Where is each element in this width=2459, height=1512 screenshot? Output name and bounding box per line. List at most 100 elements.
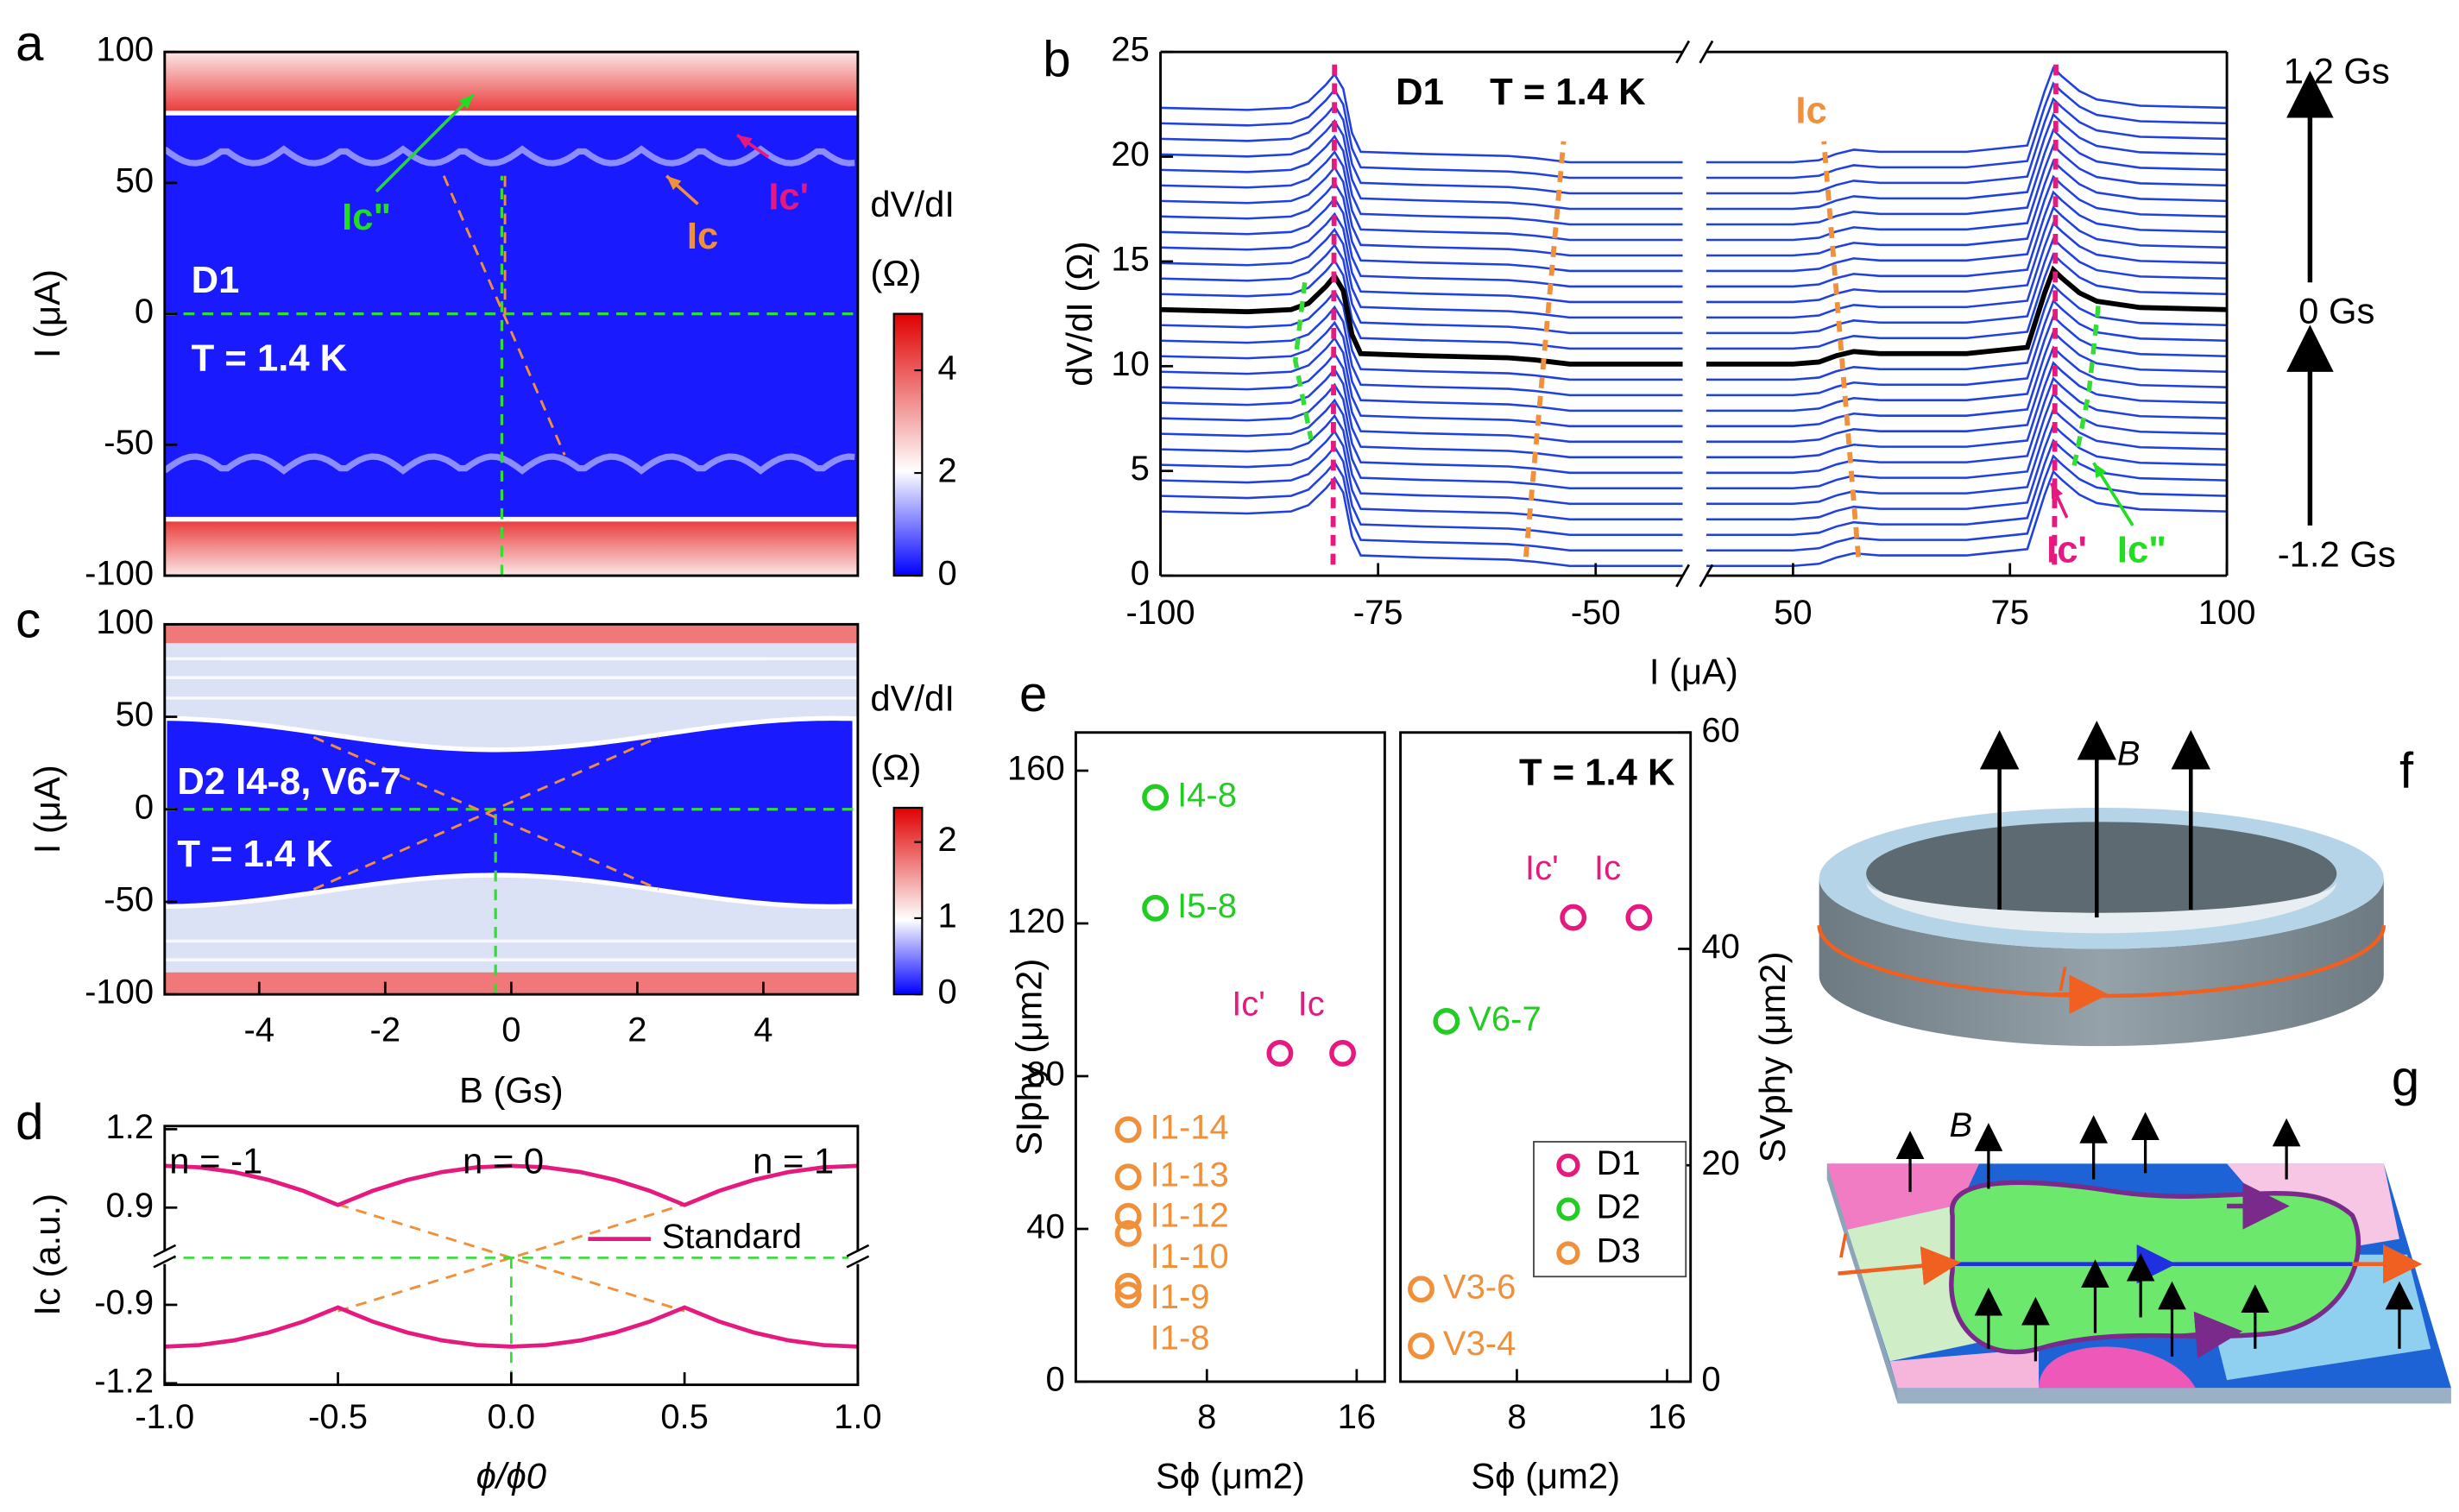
y-tick-label: -50 [104, 881, 154, 919]
y-tick-label: -1.2 [94, 1362, 154, 1400]
offset-curve [1706, 159, 2228, 257]
y-tick-label: 40 [1026, 1208, 1064, 1246]
offset-curve [1706, 112, 2228, 211]
panel-letter: g [2392, 1050, 2419, 1106]
offset-curve [1706, 330, 2228, 428]
offset-curve [1706, 454, 2228, 552]
annotation-arrowhead [2093, 463, 2107, 479]
y-tick-label: -100 [85, 973, 154, 1011]
axis-break [1699, 564, 1714, 588]
offset-curve [1160, 134, 1683, 226]
legend-swatch [1556, 1197, 1580, 1221]
offset-curve [1160, 382, 1683, 475]
point-label: V3-4 [1443, 1325, 1516, 1363]
offset-curve [1706, 221, 2228, 319]
offset-curve [1706, 392, 2228, 490]
x-tick-label: 75 [1991, 594, 2029, 632]
offset-curve [1706, 81, 2228, 180]
offset-curve [1160, 118, 1683, 211]
annotation: Ic" [342, 197, 391, 238]
plot-frame [1074, 731, 1386, 1383]
x-tick-label: -50 [1571, 594, 1621, 632]
film-edge [1897, 1388, 2451, 1404]
y-tick-label: 10 [1111, 345, 1149, 383]
offset-curve [1706, 345, 2228, 444]
offset-curve [1706, 423, 2228, 521]
axis-title: B (Gs) [459, 1070, 564, 1111]
y-tick-label: 20 [1701, 1144, 1739, 1182]
annotation: n = -1 [169, 1140, 262, 1181]
offset-curve [1706, 407, 2228, 506]
guide-line [1821, 141, 1861, 558]
legend-swatch [1556, 1153, 1580, 1177]
annotation-arrowhead [458, 94, 474, 110]
y-tick-label: 25 [1111, 31, 1149, 69]
y-tick-label: 160 [1007, 750, 1065, 788]
path-region [1949, 1180, 2361, 1355]
field-label: -1.2 Gs [2278, 533, 2396, 574]
ring-hole [1866, 822, 2337, 926]
point-label: I1-14 [1151, 1108, 1229, 1146]
offset-curve [1706, 66, 2228, 164]
curve [1160, 271, 1683, 367]
y-tick-label: 0 [135, 293, 154, 331]
annotation: Ic" [2117, 529, 2166, 570]
panel-letter: d [16, 1094, 43, 1150]
domain [2039, 1346, 2196, 1389]
offset-curve [1160, 351, 1683, 444]
annotation: D2 I4-8, V6-7 [177, 761, 400, 803]
offset-curve [1706, 376, 2228, 475]
offset-curve [1160, 258, 1683, 350]
offset-curve [1160, 103, 1683, 195]
point [1114, 1163, 1142, 1191]
y-tick-label: 100 [96, 31, 154, 69]
point [1625, 904, 1653, 931]
current-arrow [1838, 1246, 1962, 1286]
annotation: T = 1.4 K [177, 834, 333, 875]
annotation: D1 [1396, 72, 1444, 113]
panel-letter: f [2399, 743, 2414, 799]
guide-line [442, 175, 566, 456]
offset-curve [1160, 460, 1683, 552]
y-tick-label: 0 [1131, 555, 1150, 593]
chart-title: T = 1.4 K [1519, 752, 1675, 793]
point [1142, 894, 1170, 922]
heat-band [164, 520, 858, 576]
guide-line [312, 735, 659, 891]
annotation-arrowhead [2051, 482, 2063, 500]
guide-line [337, 1203, 685, 1313]
y-tick-label: 0 [1045, 1361, 1064, 1399]
heat-band [164, 624, 858, 644]
axis-title: Sϕ (μm2) [1471, 1456, 1620, 1496]
field-label: B [2117, 735, 2141, 773]
y-tick-label: 50 [116, 161, 154, 199]
x-tick-label: -0.5 [308, 1398, 368, 1436]
point [1114, 1202, 1142, 1230]
offset-curve [1160, 196, 1683, 288]
colorbar-title: dV/dI [870, 184, 955, 224]
point-label: I1-8 [1151, 1319, 1210, 1357]
point-label: I1-10 [1151, 1238, 1229, 1276]
curve [164, 1305, 858, 1349]
x-tick-label: 50 [1774, 594, 1812, 632]
legend-label: D2 [1597, 1188, 1641, 1226]
annotation: T = 1.4 K [1490, 72, 1646, 113]
annotation: Ic [687, 216, 718, 257]
point-label: I1-13 [1151, 1156, 1229, 1194]
x-tick-label: 8 [1507, 1398, 1526, 1436]
point-label: Ic [1594, 849, 1621, 887]
panel-letter: b [1043, 31, 1070, 87]
x-tick-label: 16 [1648, 1398, 1686, 1436]
axis-break [153, 1255, 177, 1269]
point-label: I4-8 [1177, 777, 1237, 815]
guide-line [2071, 306, 2101, 471]
offset-curve [1706, 252, 2228, 350]
x-tick-label: -100 [1126, 594, 1195, 632]
offset-curve [1706, 314, 2228, 413]
panel-letter: a [16, 16, 44, 72]
y-tick-label: -100 [85, 555, 154, 593]
domain [1826, 1163, 1980, 1230]
offset-curve [1706, 174, 2228, 273]
offset-curve [1706, 299, 2228, 397]
axis-break-gap [154, 1251, 174, 1264]
